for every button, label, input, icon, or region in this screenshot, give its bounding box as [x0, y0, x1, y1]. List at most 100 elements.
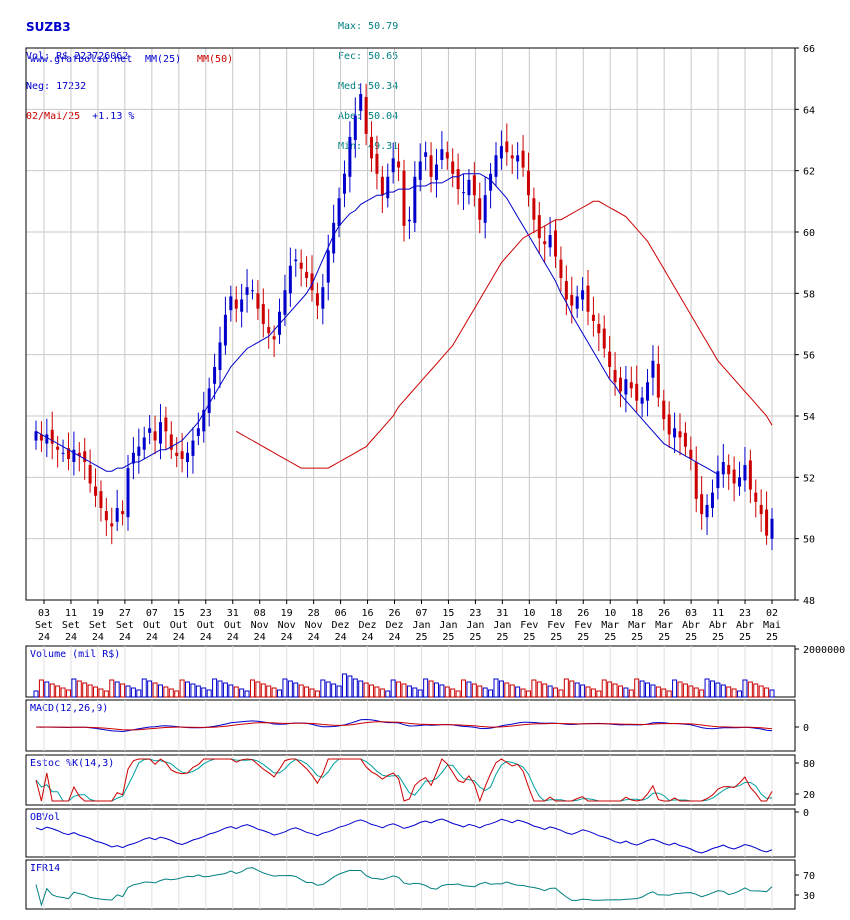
volume-bar: [38, 679, 44, 698]
obv-label: OBVol: [30, 812, 60, 823]
volume-bar: [617, 685, 623, 698]
volume-bar: [60, 687, 66, 698]
volume-bar: [130, 687, 136, 698]
candle-body: [467, 179, 471, 196]
candle-body: [689, 449, 693, 459]
x-tick-label: Out: [170, 620, 188, 631]
candle-body: [629, 382, 633, 389]
x-tick-label: 25: [442, 632, 454, 643]
volume-bar: [461, 679, 467, 698]
x-tick-label: 26: [388, 608, 400, 619]
candle-body: [765, 509, 769, 536]
volume-bar: [742, 679, 748, 698]
ifr-panel-frame: [25, 859, 796, 910]
volume-bar: [228, 684, 234, 698]
x-tick-label: 24: [362, 632, 374, 643]
volume-bar: [672, 679, 678, 698]
candle-body: [39, 434, 43, 441]
candle-body: [548, 235, 552, 248]
volume-bar: [601, 679, 607, 698]
volume-bar: [233, 686, 239, 698]
volume-bar: [347, 675, 353, 698]
candle-body: [613, 370, 617, 383]
x-tick-label: 11: [65, 608, 77, 619]
candle-body: [126, 468, 130, 518]
x-tick-label: Set: [89, 620, 107, 631]
stoch-y-tick-label: 80: [803, 759, 815, 770]
candle-body: [418, 161, 422, 180]
volume-bar: [580, 684, 586, 698]
volume-bar: [607, 681, 613, 698]
candle-body: [640, 397, 644, 404]
volume-bar: [255, 681, 261, 698]
stat-label-close: Fec:: [338, 51, 363, 62]
x-tick-label: 23: [469, 608, 481, 619]
candle-body: [153, 431, 157, 441]
candle-body: [716, 471, 720, 489]
volume-bar: [260, 683, 266, 698]
stat-label-open: Abe:: [338, 111, 363, 122]
x-tick-label: 18: [550, 608, 562, 619]
candle-body: [250, 290, 254, 292]
y-tick-label: 56: [803, 351, 815, 362]
candle-body: [710, 492, 714, 508]
stoch-panel-frame: [25, 754, 796, 806]
x-tick-label: 23: [200, 608, 212, 619]
volume-bar: [417, 689, 423, 698]
legend-ma50: MM(50): [197, 54, 233, 65]
candle-body: [66, 448, 70, 459]
volume-bar: [298, 684, 304, 698]
volume-bar: [396, 681, 402, 698]
candle-body: [651, 360, 655, 378]
candle-body: [456, 169, 460, 190]
x-tick-label: Mar: [601, 620, 619, 631]
stat-label-max: Max:: [338, 21, 363, 32]
stat-value-min: 49.31: [368, 141, 399, 152]
volume-bar: [536, 681, 542, 698]
volume-bar: [179, 679, 185, 698]
x-tick-label: 19: [281, 608, 293, 619]
candle-body: [505, 141, 509, 153]
stoch-d-line: [35, 758, 773, 802]
volume-bar: [737, 690, 743, 698]
volume-bar: [439, 684, 445, 698]
candle-body: [483, 195, 487, 223]
volume-bar: [325, 681, 331, 698]
volume-bar: [688, 685, 694, 698]
volume-bar: [498, 680, 504, 698]
candle-body: [234, 299, 238, 309]
y-tick-label: 52: [803, 473, 815, 484]
volume-bar: [488, 689, 494, 698]
volume-bar: [174, 690, 180, 698]
candle-body: [175, 452, 179, 456]
volume-bar: [628, 689, 634, 698]
volume-bar: [650, 684, 656, 698]
x-tick-label: 26: [577, 608, 589, 619]
candle-body: [597, 324, 601, 334]
volume-bar: [412, 687, 418, 698]
volume-bar: [699, 689, 705, 698]
volume-bar: [590, 688, 596, 698]
candle-body: [158, 422, 162, 444]
volume-bar: [704, 678, 710, 698]
candle-body: [45, 434, 49, 444]
volume-bar: [423, 678, 429, 698]
volume-bar: [753, 683, 759, 698]
volume-bar: [455, 690, 461, 698]
x-tick-label: 25: [523, 632, 535, 643]
candle-body: [624, 379, 628, 395]
volume-bar: [639, 680, 645, 698]
stat-value-open: 50.04: [368, 111, 399, 122]
x-tick-label: 07: [415, 608, 427, 619]
x-tick-label: 24: [119, 632, 131, 643]
x-tick-label: 10: [523, 608, 535, 619]
volume-bar: [314, 690, 320, 698]
x-tick-label: 26: [658, 608, 670, 619]
volume-bar: [114, 681, 120, 698]
x-tick-label: Mar: [628, 620, 646, 631]
ma50-line: [235, 200, 773, 469]
x-tick-label: 25: [577, 632, 589, 643]
x-tick-label: Set: [35, 620, 53, 631]
volume-bar: [369, 684, 375, 698]
